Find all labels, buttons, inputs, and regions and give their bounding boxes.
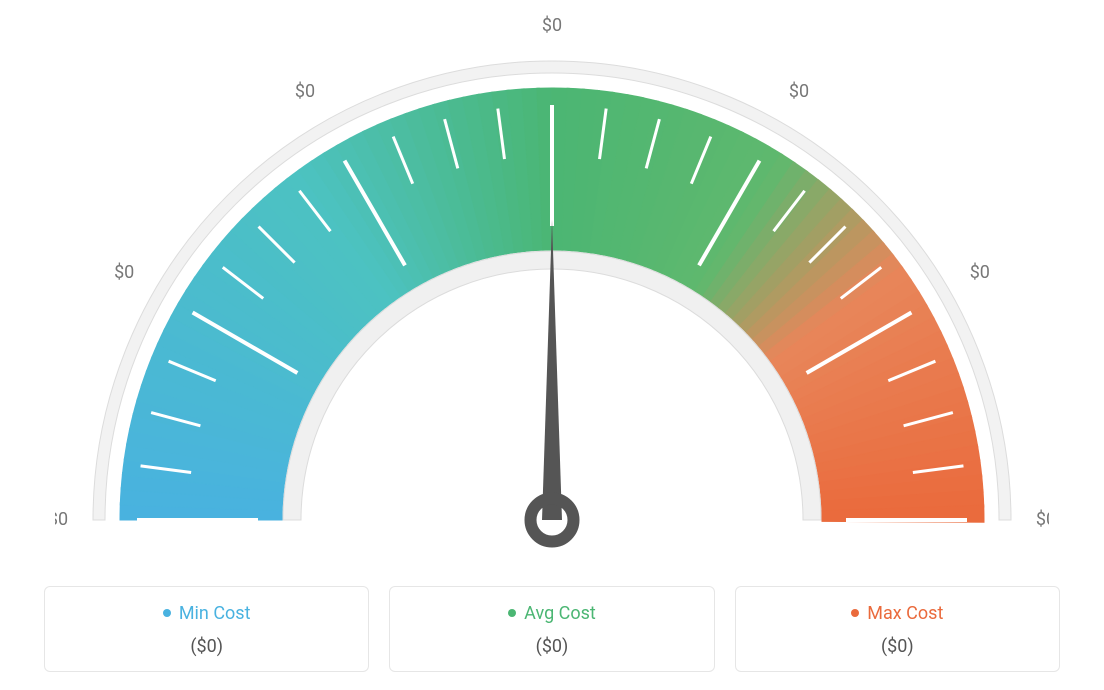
legend-card-max: Max Cost ($0) [735, 586, 1060, 672]
legend-card-min: Min Cost ($0) [44, 586, 369, 672]
gauge-svg: $0 $0 $0 $0 $0 $0 $0 [55, 10, 1049, 570]
svg-text:$0: $0 [55, 509, 68, 530]
legend-dot-max [851, 609, 859, 617]
legend-title-avg: Avg Cost [400, 603, 703, 624]
svg-text:$0: $0 [1036, 509, 1049, 530]
legend-row: Min Cost ($0) Avg Cost ($0) Max Cost ($0… [44, 586, 1060, 672]
legend-value-min: ($0) [55, 636, 358, 657]
legend-label-avg: Avg Cost [524, 603, 596, 624]
svg-text:$0: $0 [295, 81, 315, 102]
legend-label-max: Max Cost [867, 603, 943, 624]
legend-value-avg: ($0) [400, 636, 703, 657]
legend-card-avg: Avg Cost ($0) [389, 586, 714, 672]
legend-label-min: Min Cost [179, 603, 251, 624]
svg-text:$0: $0 [114, 262, 134, 283]
legend-dot-min [163, 609, 171, 617]
svg-text:$0: $0 [970, 262, 990, 283]
svg-text:$0: $0 [542, 15, 562, 36]
svg-text:$0: $0 [789, 81, 809, 102]
legend-dot-avg [508, 609, 516, 617]
legend-title-min: Min Cost [55, 603, 358, 624]
gauge-chart: $0 $0 $0 $0 $0 $0 $0 [0, 0, 1104, 560]
legend-value-max: ($0) [746, 636, 1049, 657]
legend-title-max: Max Cost [746, 603, 1049, 624]
